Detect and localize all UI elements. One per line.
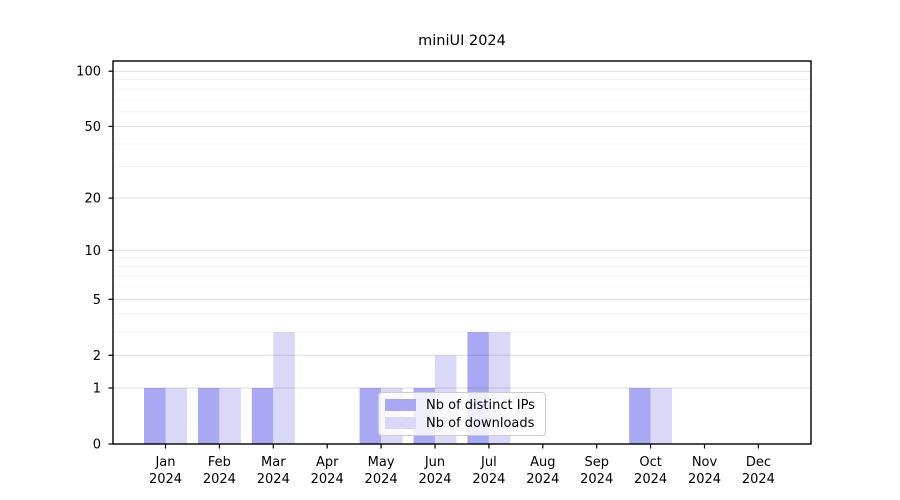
x-tick-label-year-jul: 2024 bbox=[472, 472, 505, 487]
bar-nb-of-distinct-ips-feb bbox=[197, 388, 220, 444]
x-tick-label-jun: Jun bbox=[424, 455, 445, 470]
x-tick-label-oct: Oct bbox=[639, 455, 661, 470]
x-tick-label-mar: Mar bbox=[261, 455, 286, 470]
y-tick-label-50: 50 bbox=[84, 120, 101, 135]
x-tick-label-year-sep: 2024 bbox=[580, 472, 613, 487]
bar-nb-of-downloads-mar bbox=[273, 332, 295, 444]
bar-nb-of-downloads-oct bbox=[650, 388, 673, 444]
x-tick-label-year-apr: 2024 bbox=[311, 472, 344, 487]
x-tick-label-dec: Dec bbox=[746, 455, 771, 470]
x-tick-label-jul: Jul bbox=[480, 455, 497, 470]
axes-frame bbox=[112, 60, 812, 445]
x-tick-label-year-aug: 2024 bbox=[526, 472, 559, 487]
bar-nb-of-downloads-feb bbox=[219, 388, 241, 444]
y-tick-label-5: 5 bbox=[93, 293, 101, 308]
x-tick-label-year-nov: 2024 bbox=[688, 472, 721, 487]
legend-swatch-distinct-ips bbox=[385, 399, 416, 411]
chart-title: miniUI 2024 bbox=[418, 33, 506, 49]
x-tick-label-nov: Nov bbox=[692, 455, 718, 470]
x-tick-label-year-dec: 2024 bbox=[742, 472, 775, 487]
x-tick-label-year-mar: 2024 bbox=[257, 472, 290, 487]
bar-nb-of-distinct-ips-oct bbox=[629, 388, 651, 444]
y-tick-label-10: 10 bbox=[84, 244, 101, 259]
chart-legend: Nb of distinct IPs Nb of downloads bbox=[378, 392, 546, 436]
legend-item-downloads: Nb of downloads bbox=[385, 414, 537, 432]
y-tick-label-1: 1 bbox=[93, 382, 101, 397]
x-tick-label-year-jan: 2024 bbox=[149, 472, 182, 487]
bar-nb-of-distinct-ips-may bbox=[359, 388, 382, 444]
x-tick-label-year-may: 2024 bbox=[365, 472, 398, 487]
legend-label-downloads: Nb of downloads bbox=[426, 415, 535, 431]
bar-nb-of-distinct-ips-mar bbox=[251, 388, 274, 444]
x-tick-label-aug: Aug bbox=[530, 455, 555, 470]
bar-nb-of-distinct-ips-jan bbox=[144, 388, 166, 444]
x-tick-label-year-feb: 2024 bbox=[203, 472, 236, 487]
x-tick-label-may: May bbox=[368, 455, 395, 470]
x-tick-label-apr: Apr bbox=[316, 455, 339, 470]
y-tick-label-2: 2 bbox=[93, 349, 101, 364]
bar-nb-of-downloads-jan bbox=[165, 388, 187, 444]
x-tick-label-year-jun: 2024 bbox=[418, 472, 451, 487]
y-tick-label-0: 0 bbox=[93, 438, 101, 453]
x-tick-label-year-oct: 2024 bbox=[634, 472, 667, 487]
x-tick-label-jan: Jan bbox=[154, 455, 175, 470]
x-tick-label-feb: Feb bbox=[208, 455, 231, 470]
y-tick-label-20: 20 bbox=[84, 192, 101, 207]
legend-item-distinct-ips: Nb of distinct IPs bbox=[385, 396, 537, 414]
legend-label-distinct-ips: Nb of distinct IPs bbox=[426, 397, 535, 413]
y-tick-label-100: 100 bbox=[76, 65, 101, 80]
legend-swatch-downloads bbox=[385, 417, 416, 429]
x-tick-label-sep: Sep bbox=[584, 455, 609, 470]
